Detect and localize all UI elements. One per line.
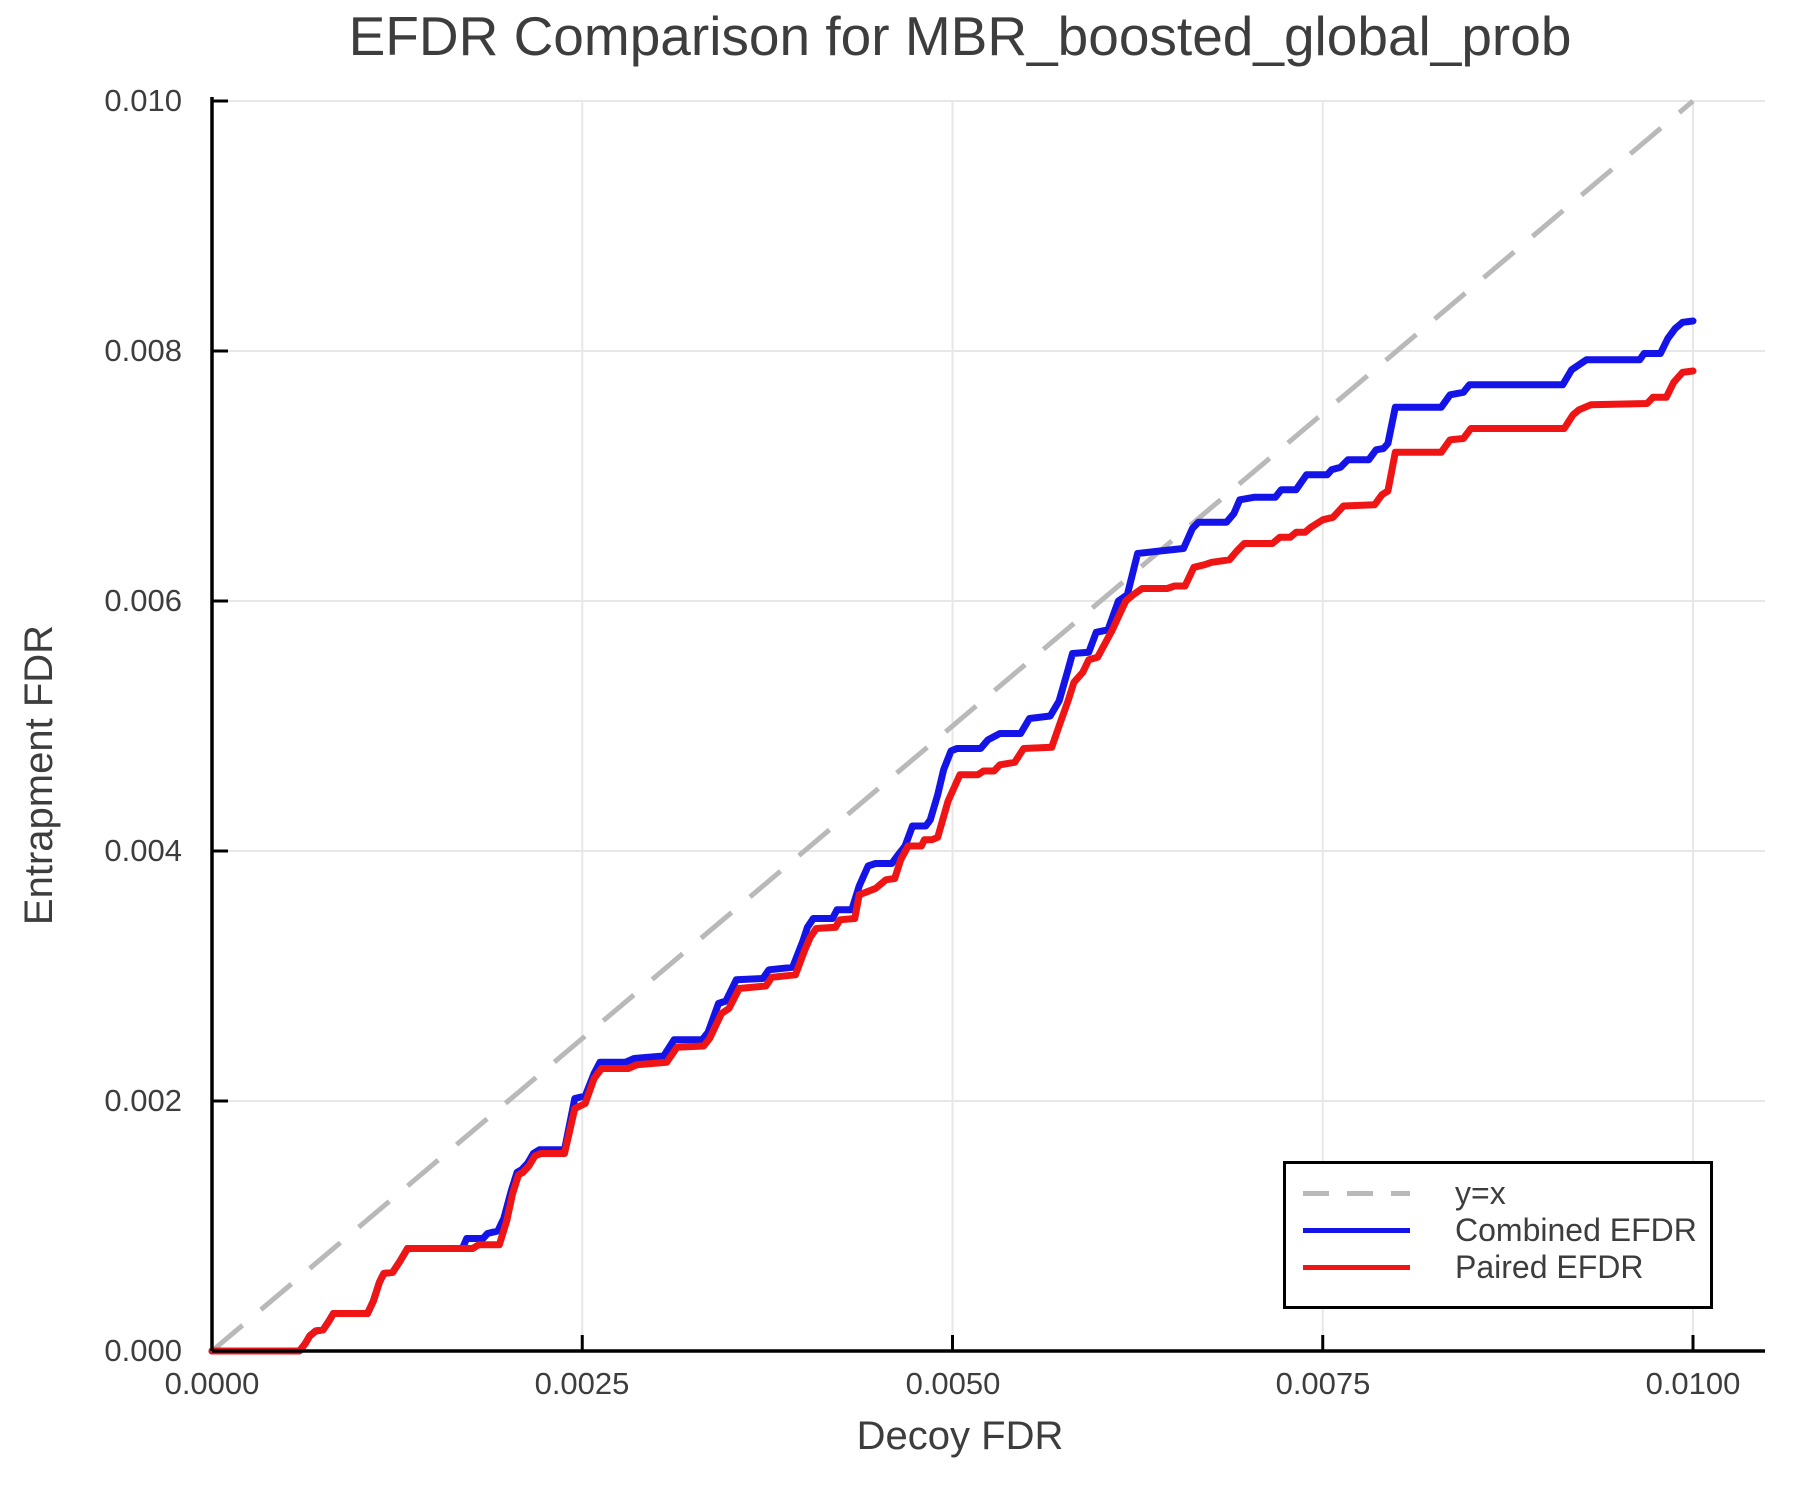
y-tick-label: 0.006 [104,583,182,618]
y-tick-label: 0.008 [104,333,182,368]
x-tick-label: 0.0025 [534,1366,630,1401]
x-tick-label: 0.0100 [1645,1366,1741,1401]
legend-label: y=x [1455,1175,1506,1211]
paired-efdr-line [208,367,1697,1355]
legend-item-paired: Paired EFDR [1303,1249,1710,1286]
legend-label: Paired EFDR [1455,1249,1644,1285]
legend-item-combined: Combined EFDR [1303,1212,1710,1249]
y-tick-label: 0.002 [104,1083,182,1118]
combined-efdr-line [208,317,1697,1355]
x-tick-label: 0.0000 [164,1366,260,1401]
legend-item-reference: y=x [1303,1175,1710,1212]
y-axis-label: Entrapment FDR [17,624,61,926]
reference-line-y-equals-x [210,99,1695,1353]
y-tick-label: 0.010 [104,83,182,118]
y-tick-label: 0.000 [104,1333,182,1368]
paired-line-swatch [1303,1265,1410,1270]
y-tick-label: 0.004 [104,833,182,868]
chart-title: EFDR Comparison for MBR_boosted_global_p… [348,5,1572,67]
x-tick-label: 0.0050 [905,1366,1001,1401]
legend-label: Combined EFDR [1455,1212,1697,1248]
reference-line-swatch [1303,1191,1410,1196]
legend: y=x Combined EFDR Paired EFDR [1283,1161,1713,1309]
combined-line-swatch [1303,1228,1410,1233]
x-axis-label: Decoy FDR [856,1414,1064,1458]
x-tick-label: 0.0075 [1275,1366,1371,1401]
